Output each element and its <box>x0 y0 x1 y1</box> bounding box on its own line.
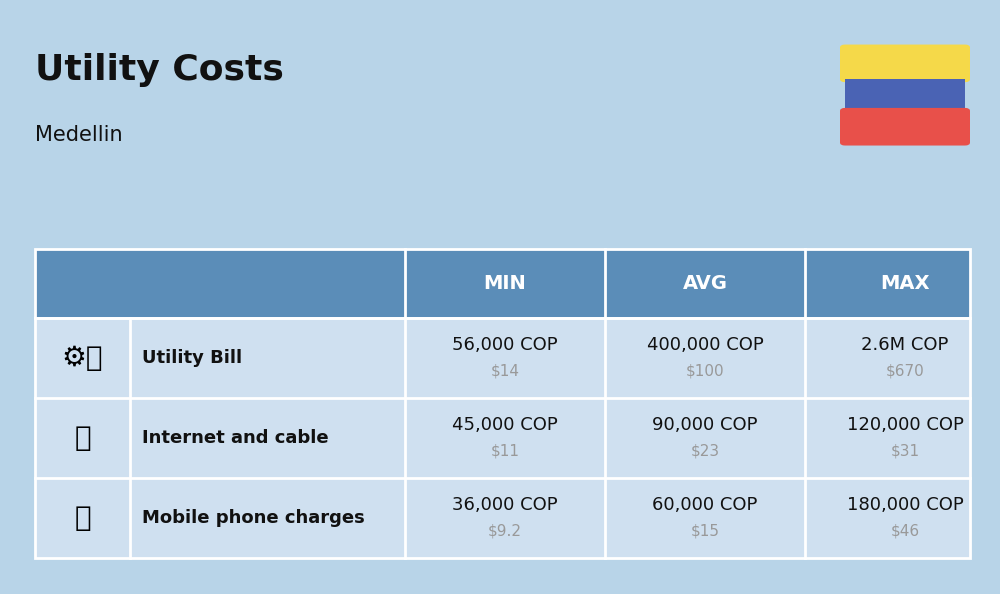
Bar <box>35 249 970 558</box>
Text: Internet and cable: Internet and cable <box>142 429 329 447</box>
Text: MIN: MIN <box>484 274 526 293</box>
Bar <box>55 502 110 535</box>
Text: 2.6M COP: 2.6M COP <box>861 336 949 354</box>
Text: $23: $23 <box>690 444 720 459</box>
Text: 90,000 COP: 90,000 COP <box>652 416 758 434</box>
Bar <box>35 249 970 558</box>
Bar <box>35 398 970 478</box>
Bar <box>35 478 970 558</box>
Text: Utility Bill: Utility Bill <box>142 349 242 367</box>
Text: 120,000 COP: 120,000 COP <box>847 416 963 434</box>
FancyBboxPatch shape <box>840 108 970 146</box>
Text: $46: $46 <box>890 524 920 539</box>
Text: 45,000 COP: 45,000 COP <box>452 416 558 434</box>
Text: 📱: 📱 <box>74 504 91 532</box>
Text: 📶: 📶 <box>74 424 91 452</box>
Text: Mobile phone charges: Mobile phone charges <box>142 509 365 527</box>
Bar <box>845 79 965 111</box>
Text: 180,000 COP: 180,000 COP <box>847 496 963 514</box>
FancyBboxPatch shape <box>840 45 970 82</box>
Text: 56,000 COP: 56,000 COP <box>452 336 558 354</box>
Text: $670: $670 <box>886 364 924 378</box>
Text: MAX: MAX <box>880 274 930 293</box>
Text: 36,000 COP: 36,000 COP <box>452 496 558 514</box>
Text: Utility Costs: Utility Costs <box>35 53 284 87</box>
Text: 60,000 COP: 60,000 COP <box>652 496 758 514</box>
Bar <box>35 318 970 398</box>
Text: $15: $15 <box>690 524 720 539</box>
Text: $100: $100 <box>686 364 724 378</box>
Text: $11: $11 <box>490 444 520 459</box>
Bar <box>55 422 110 454</box>
Text: $14: $14 <box>490 364 520 378</box>
Text: $31: $31 <box>890 444 920 459</box>
Bar <box>35 249 970 318</box>
Text: Medellin: Medellin <box>35 125 123 145</box>
Text: 400,000 COP: 400,000 COP <box>647 336 763 354</box>
Text: $9.2: $9.2 <box>488 524 522 539</box>
Text: ⚙🔌: ⚙🔌 <box>62 344 103 372</box>
Text: AVG: AVG <box>682 274 728 293</box>
Bar <box>55 342 110 374</box>
